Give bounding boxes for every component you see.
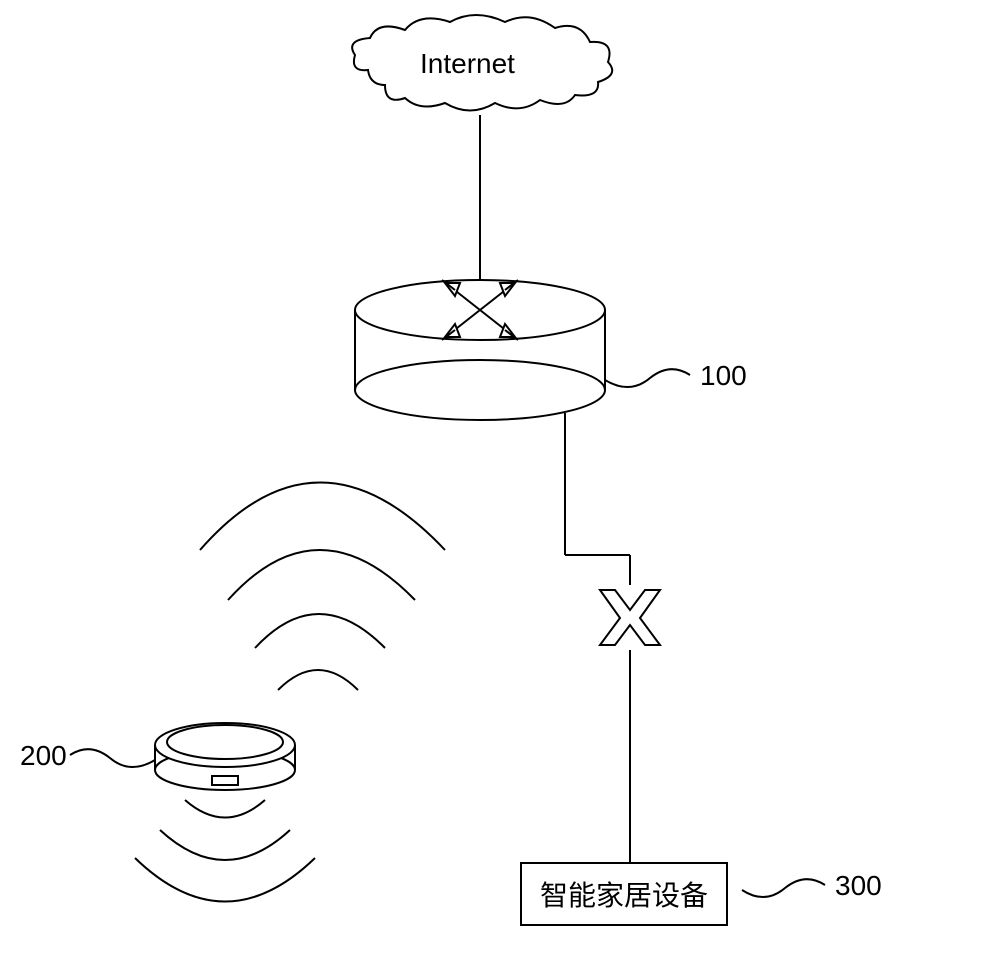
- cloud-label: Internet: [420, 48, 515, 80]
- ref-line-100: [605, 369, 690, 387]
- smart-home-box: 智能家居设备: [520, 862, 728, 926]
- connection-break-icon: [600, 590, 660, 645]
- wireless-signal-below-icon: [135, 800, 315, 902]
- ref-line-200: [70, 749, 155, 767]
- router-node: [355, 280, 605, 420]
- wireless-signal-icon: [200, 483, 445, 691]
- beacon-node: [155, 723, 295, 790]
- router-ref-label: 100: [700, 360, 747, 392]
- network-diagram: Internet 100 200 智能家居设备 300: [0, 0, 1000, 963]
- ref-line-300: [742, 879, 825, 897]
- beacon-ref-label: 200: [20, 740, 67, 772]
- smart-home-label: 智能家居设备: [540, 880, 708, 911]
- smart-home-ref-label: 300: [835, 870, 882, 902]
- diagram-svg: [0, 0, 1000, 963]
